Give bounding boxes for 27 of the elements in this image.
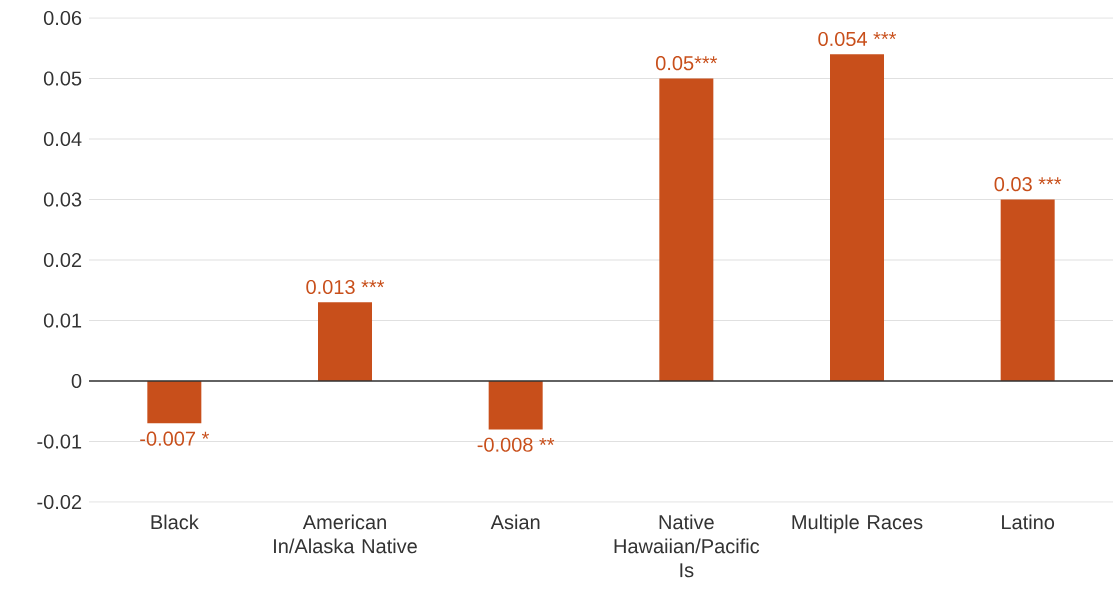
x-tick-label: Asian [490,514,540,530]
x-tick-label: Multiple Races [792,514,923,534]
bar [1000,199,1055,381]
bar [147,381,202,424]
x-tick-label: American In/Alaska Native [274,514,417,554]
data-label: 0.05*** [655,56,718,71]
x-tick-label: Native Hawaiian/Pacific Is [614,514,760,578]
x-tick-label: Black [151,514,199,530]
data-label: 0.03 *** [994,177,1062,192]
bar [488,381,543,430]
y-tick-label: 0 [71,373,82,389]
y-tick-label: -0.02 [37,494,82,510]
bar [659,78,714,381]
data-label: 0.013 *** [306,279,385,295]
y-tick-label: 0.05 [43,71,82,86]
data-label: 0.054 *** [818,31,897,47]
y-tick-label: 0.03 [43,192,82,207]
y-tick-label: 0.06 [43,10,82,26]
bar [318,302,373,381]
data-label: -0.007 * [140,431,210,446]
y-tick-label: 0.04 [43,131,82,147]
x-tick-label: Latino [1002,514,1055,530]
data-label: -0.008 ** [477,437,555,452]
y-tick-label: -0.01 [37,434,82,449]
y-tick-label: 0.01 [43,313,82,328]
bar [830,54,885,381]
y-tick-label: 0.02 [43,252,82,268]
